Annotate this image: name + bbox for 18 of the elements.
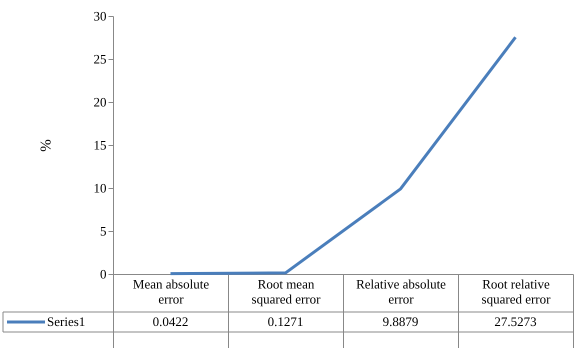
y-tick-label: 15 bbox=[94, 138, 106, 152]
y-tick-label: 20 bbox=[94, 94, 106, 110]
x-tick-label: Root relative squared error bbox=[482, 276, 552, 306]
x-tick-label: Relative absolute error bbox=[356, 276, 446, 306]
x-tick-label: Mean absolute error bbox=[132, 276, 210, 306]
y-tick-label: 25 bbox=[94, 52, 106, 66]
data-label: 27.5273 bbox=[494, 314, 537, 329]
data-label: 0.1271 bbox=[268, 314, 304, 329]
data-label: 9.8879 bbox=[382, 314, 418, 329]
x-tick-label: Root mean squared error bbox=[252, 276, 322, 306]
data-label: 0.0422 bbox=[152, 314, 188, 329]
line-series bbox=[169, 36, 517, 276]
y-tick-label: 30 bbox=[94, 8, 106, 24]
y-tick-label: 0 bbox=[100, 266, 106, 282]
legend-label: Series1 bbox=[47, 314, 86, 329]
y-axis-title: % bbox=[38, 139, 54, 152]
y-tick-label: 5 bbox=[100, 224, 106, 238]
y-tick-label: 10 bbox=[94, 180, 106, 196]
